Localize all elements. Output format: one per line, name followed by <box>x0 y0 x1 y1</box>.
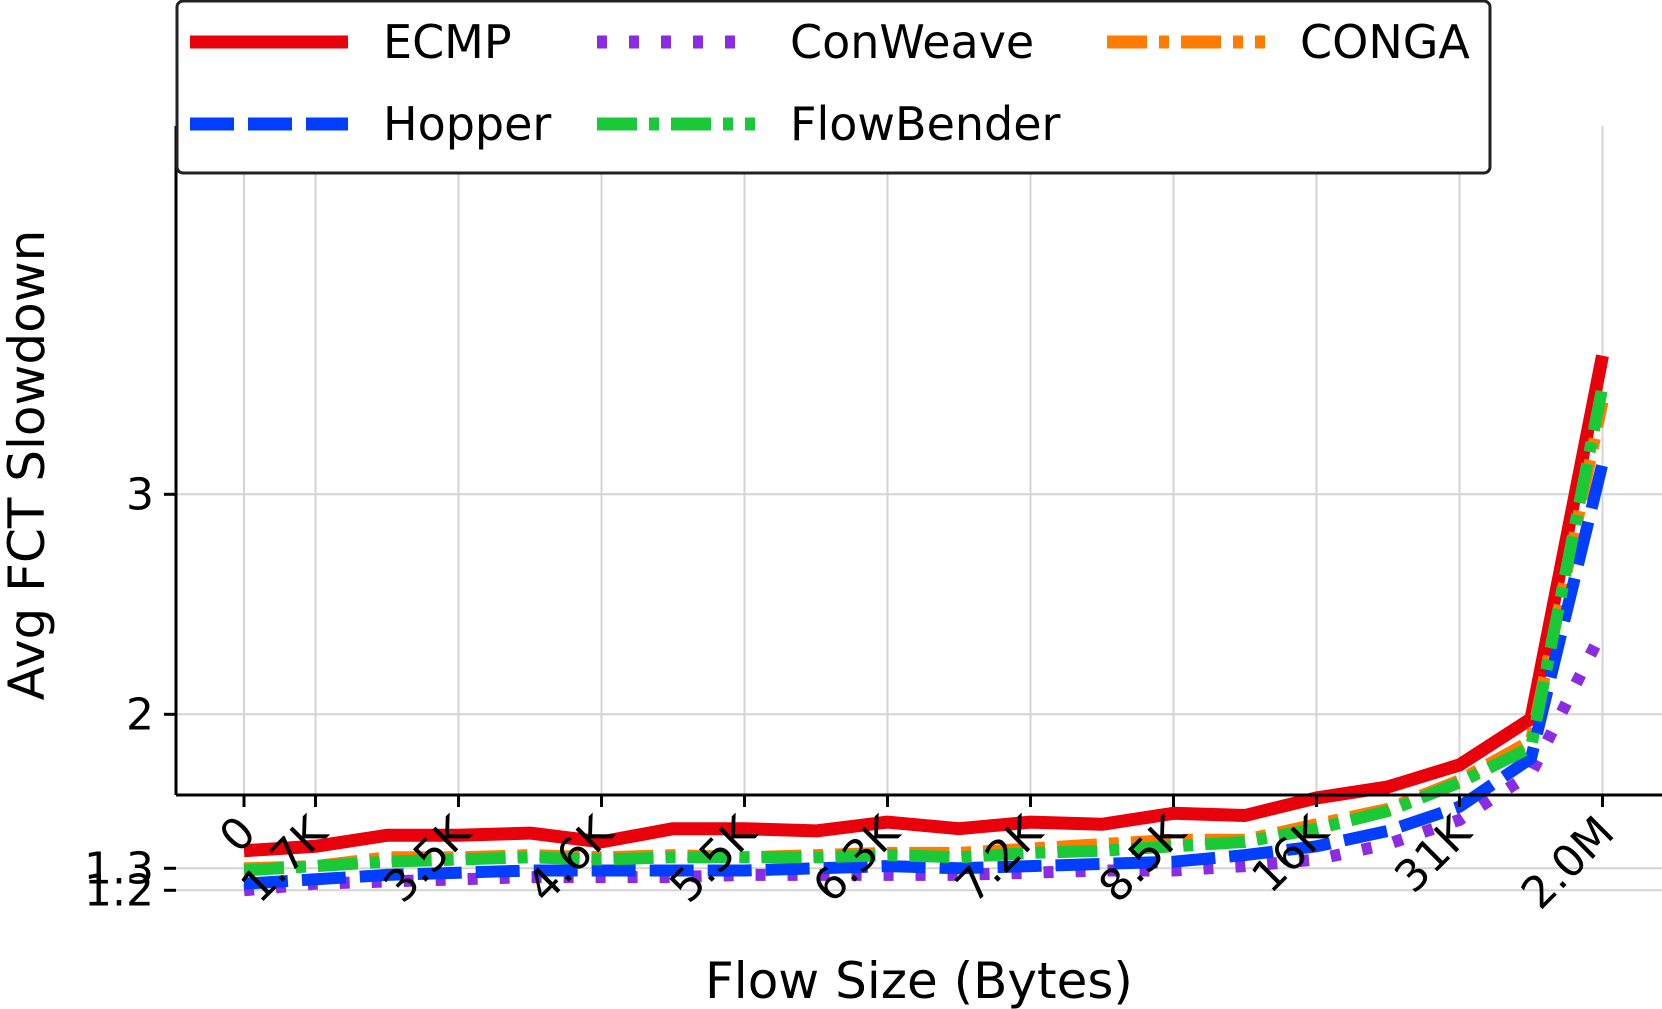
x-axis-label: Flow Size (Bytes) <box>705 952 1133 1009</box>
axes <box>174 126 1662 797</box>
series-lines <box>243 354 1609 897</box>
series-line-conweave <box>243 628 1608 897</box>
series-line-hopper <box>243 462 1609 890</box>
x-tick-label: 4.6K <box>517 806 624 913</box>
legend-label-hopper: Hopper <box>383 97 551 151</box>
x-tick-label: 31K <box>1385 806 1482 903</box>
legend-label-flowbender: FlowBender <box>790 97 1061 151</box>
legend-label-conweave: ConWeave <box>790 15 1034 69</box>
legend-label-ecmp: ECMP <box>383 15 512 69</box>
y-tick-label: 1.3 <box>84 843 154 894</box>
legend: ECMP ConWeave CONGA Hopper FlowBender <box>175 0 1492 175</box>
series-line-flowbender <box>243 385 1609 877</box>
series-line-ecmp <box>243 354 1609 858</box>
x-tick-label: 2.0M <box>1512 807 1624 919</box>
legend-label-conga: CONGA <box>1300 15 1470 69</box>
y-axis-label: Avg FCT Slowdown <box>0 230 56 701</box>
x-tick-label: 3.5K <box>374 806 481 913</box>
y-tick-label: 2 <box>126 689 154 740</box>
x-tick-label: 5.5K <box>660 806 767 913</box>
x-tick-label: 16K <box>1242 806 1339 903</box>
y-tick-label: 1.2 <box>84 865 154 916</box>
y-tick-label: 3 <box>126 469 154 520</box>
series-line-conga <box>243 400 1609 875</box>
